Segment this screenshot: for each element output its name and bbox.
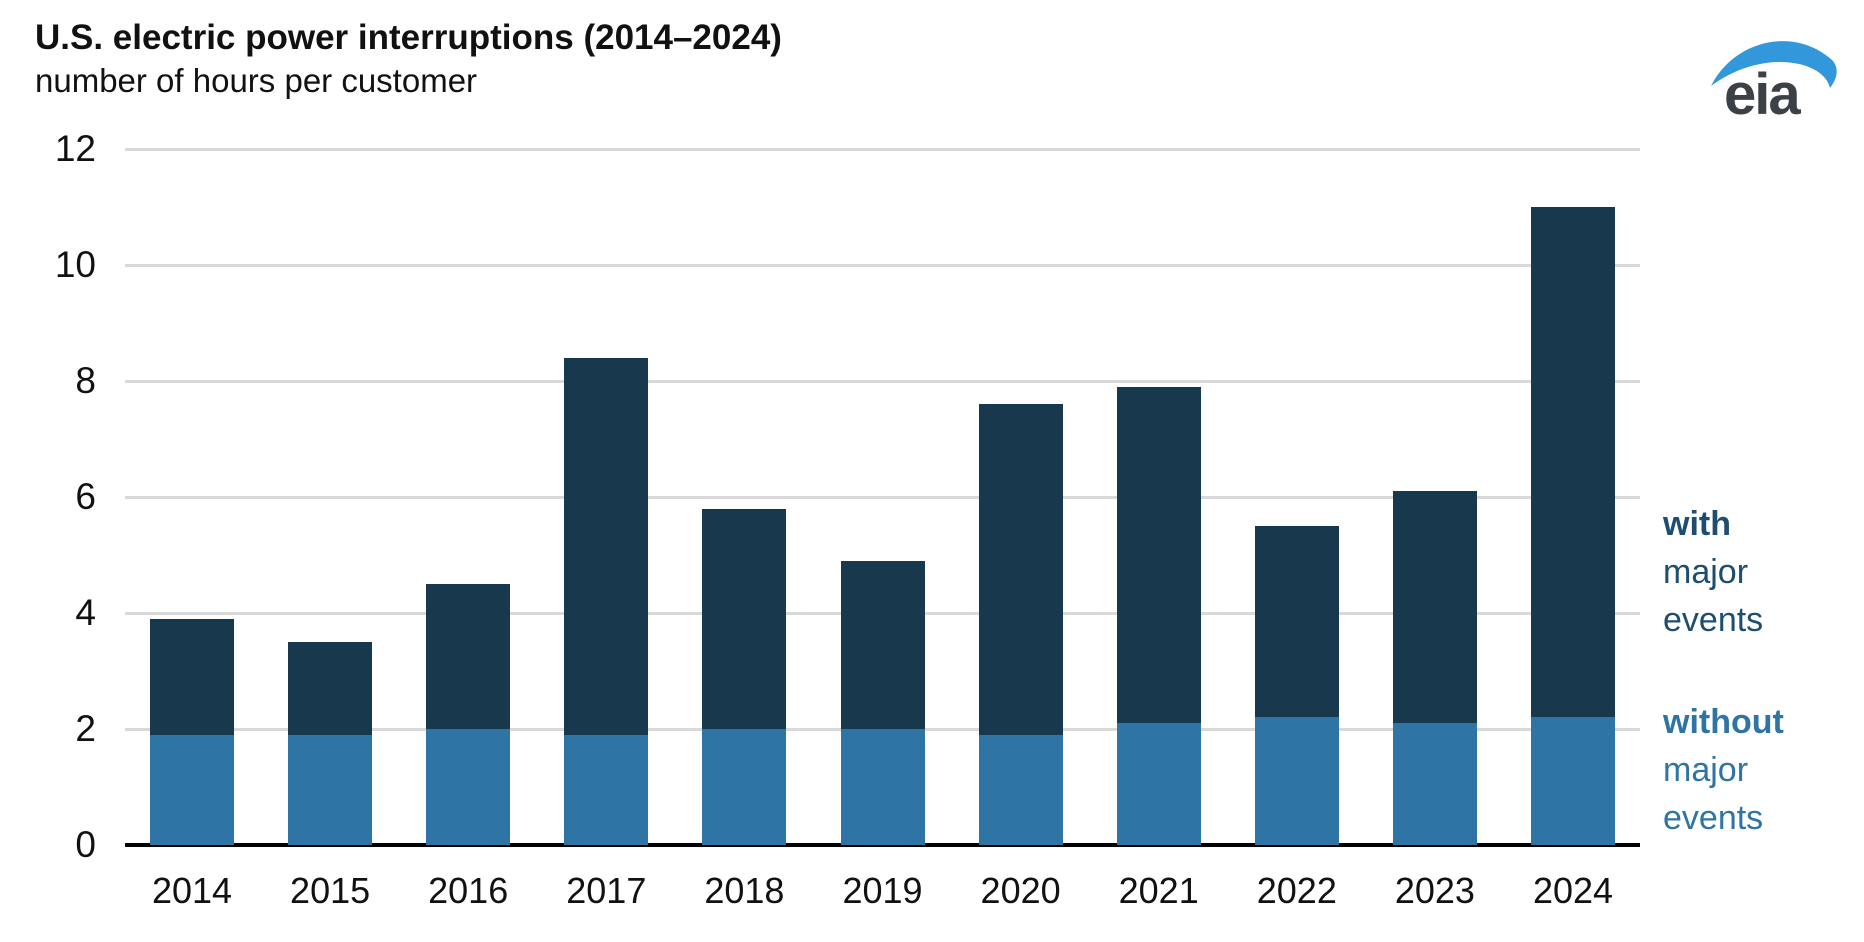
gridline-y-10 [125,263,1640,267]
x-axis-label-2022: 2022 [1256,870,1337,911]
legend-label-with-events: events [1663,601,1764,639]
y-axis-tick-label-2: 2 [75,708,96,749]
bar-segment-2022-with [1254,526,1339,718]
chart-unit-label: number of hours per customer [35,62,478,99]
bar-segment-2019-without [840,729,925,845]
bar-segment-2023-with [1392,491,1477,724]
bar-segment-2018-with [702,508,787,729]
x-axis-label-2017: 2017 [566,870,647,911]
x-axis-label-2015: 2015 [290,870,371,911]
x-axis-label-2023: 2023 [1394,870,1475,911]
legend-label-without-major: major [1663,751,1749,789]
bar-segment-2019-with [840,560,925,729]
bar-segment-2024-without [1531,717,1615,845]
bar-segment-2021-without [1116,723,1201,845]
y-axis-tick-label-4: 4 [75,592,96,633]
y-axis-tick-label-0: 0 [75,824,96,865]
legend-with-major-events: with major events [1663,500,1863,644]
x-axis-label-2016: 2016 [428,870,509,911]
legend-without-major-events: without major events [1663,698,1863,842]
y-axis-tick-label-10: 10 [54,244,96,285]
legend-label-without-events: events [1663,799,1764,837]
bar-segment-2020-with [978,404,1063,735]
gridline-y-12 [125,147,1640,151]
bar-segment-2015-without [288,734,373,845]
bar-segment-2017-without [564,734,649,845]
x-axis-label-2019: 2019 [842,870,923,911]
bar-segment-2014-without [150,734,234,845]
eia-logo: eia [1711,41,1837,124]
bar-segment-2014-with [150,618,234,735]
x-axis-label-2020: 2020 [980,870,1061,911]
chart-title: U.S. electric power interruptions (2014–… [35,18,782,57]
y-axis-tick-label-6: 6 [75,476,96,517]
x-axis-label-2021: 2021 [1118,870,1199,911]
bar-segment-2018-without [702,729,787,845]
eia-logo-text: eia [1724,62,1801,124]
eia-logo-swoosh-icon [1711,41,1837,88]
bar-segment-2024-with [1531,207,1615,718]
gridline-y-8 [125,379,1640,383]
y-axis-tick-label-8: 8 [75,360,96,401]
x-axis-label-2014: 2014 [151,870,233,911]
y-axis-tick-label-12: 12 [54,128,96,169]
bar-segment-2023-without [1392,723,1477,845]
bar-segment-2016-without [426,729,511,845]
bar-segment-2016-with [426,584,511,729]
bar-segment-2017-with [564,357,649,735]
bar-segment-2022-without [1254,717,1339,845]
x-axis-label-2024: 2024 [1532,870,1614,911]
legend-label-with: with [1663,505,1731,543]
bar-segment-2020-without [978,734,1063,845]
x-axis-label-2018: 2018 [704,870,785,911]
legend-label-with-major: major [1663,553,1749,591]
bar-segment-2015-with [288,642,373,735]
bar-segment-2021-with [1116,386,1201,724]
legend-label-without: without [1663,703,1784,741]
